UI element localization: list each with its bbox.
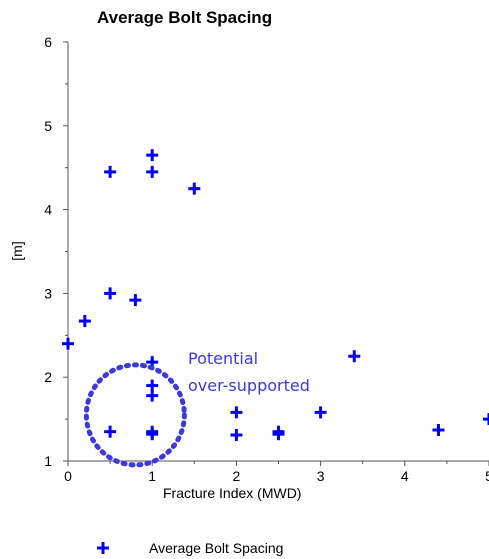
data-points [62,149,489,442]
data-point [129,294,142,307]
legend-plus-marker [97,542,109,554]
legend: Average Bolt Spacing [97,540,283,556]
data-point [104,287,117,300]
x-tick-label: 2 [233,468,241,484]
x-tick-label: 5 [485,468,489,484]
data-point [146,389,159,402]
x-tick-label: 1 [148,468,156,484]
data-point [62,337,74,350]
annotation-text-line-2: over-supported [188,376,310,395]
y-axis-label: [m] [9,241,25,260]
annotation-ellipse [83,362,187,468]
data-point [146,428,159,441]
data-point [146,149,159,162]
data-point [78,315,91,328]
data-point [146,165,159,178]
data-point [104,425,117,438]
annotation-text-line-1: Potential [188,349,258,368]
y-tick-label: 2 [44,369,52,385]
x-axis-label: Fracture Index (MWD) [163,485,301,501]
data-point [230,406,243,419]
data-point [146,379,159,392]
data-point [272,428,285,441]
data-point [348,350,361,363]
legend-marker [97,542,109,554]
y-tick-label: 5 [44,118,52,134]
y-tick-label: 3 [44,285,52,301]
chart-title: Average Bolt Spacing [97,8,272,27]
axes [67,42,489,462]
y-tick-label: 1 [44,453,52,469]
data-point [188,182,201,195]
data-point [314,406,327,419]
legend-label: Average Bolt Spacing [149,540,283,556]
y-tick-label: 6 [44,34,52,50]
y-tick-label: 4 [44,202,52,218]
x-tick-label: 4 [401,468,409,484]
data-point [230,429,243,442]
y-ticks: 1 2 3 4 5 6 [44,34,68,469]
x-ticks: 0 1 2 3 4 5 [64,461,489,484]
x-tick-label: 0 [64,468,72,484]
data-point [483,413,489,426]
data-point [104,165,117,178]
data-point [432,423,445,436]
x-tick-label: 3 [317,468,325,484]
